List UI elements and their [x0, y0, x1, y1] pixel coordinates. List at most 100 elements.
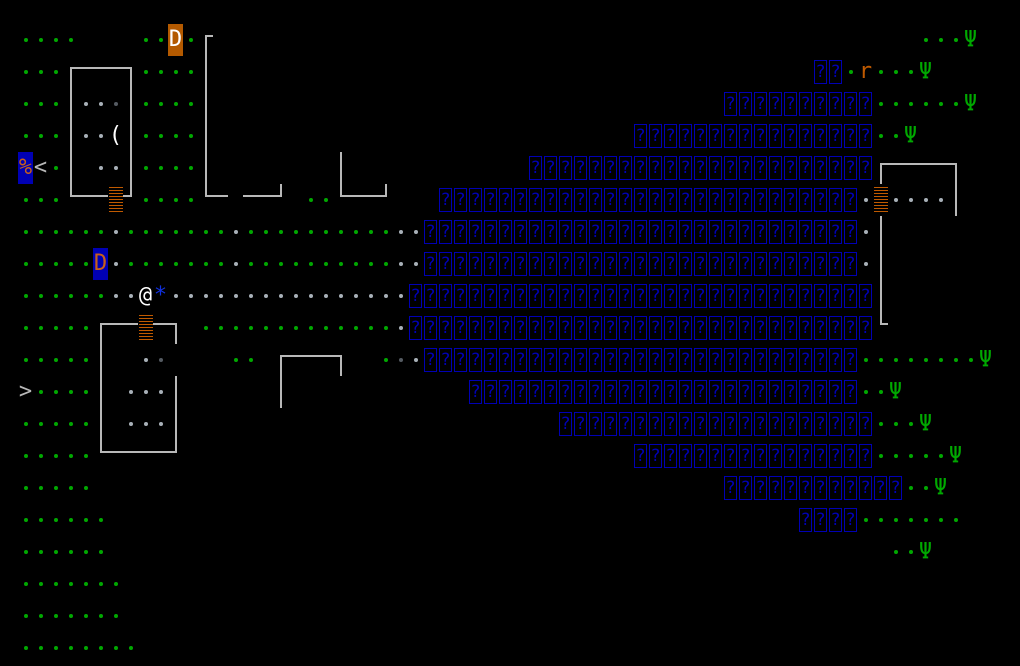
water-unknown-glyph: ? [663, 440, 678, 472]
water-glyph: ? [859, 476, 872, 500]
water-unknown-glyph: ? [648, 184, 663, 216]
water-unknown-glyph: ? [648, 344, 663, 376]
lit-floor [78, 600, 93, 632]
water-glyph: ? [484, 252, 497, 276]
water-unknown-glyph: ? [498, 344, 513, 376]
lit-floor [78, 408, 93, 440]
water-glyph: ? [859, 124, 872, 148]
floor [78, 88, 93, 120]
lit-floor [903, 536, 918, 568]
lit-floor [333, 248, 348, 280]
lit-floor [303, 216, 318, 248]
water-unknown-glyph: ? [723, 408, 738, 440]
water-glyph: ? [514, 284, 527, 308]
lit-floor [93, 536, 108, 568]
water-unknown-glyph: ? [588, 312, 603, 344]
lit-floor [78, 536, 93, 568]
lit-floor [168, 152, 183, 184]
water-glyph: ? [544, 316, 557, 340]
water-glyph: ? [769, 156, 782, 180]
water-glyph: ? [829, 60, 842, 84]
water-glyph: ? [439, 220, 452, 244]
lit-floor [18, 568, 33, 600]
water-unknown-glyph: ? [828, 152, 843, 184]
water-unknown-glyph: ? [483, 248, 498, 280]
water-glyph: ? [424, 284, 437, 308]
water-unknown-glyph: ? [618, 216, 633, 248]
lit-floor [33, 440, 48, 472]
lit-floor [873, 408, 888, 440]
water-glyph: ? [529, 252, 542, 276]
water-unknown-glyph: ? [588, 152, 603, 184]
water-glyph: ? [739, 444, 752, 468]
water-unknown-glyph: ? [843, 440, 858, 472]
lit-floor [108, 600, 123, 632]
water-unknown-glyph: ? [498, 184, 513, 216]
lit-floor [918, 472, 933, 504]
water-unknown-glyph: ? [873, 472, 888, 504]
lit-floor [183, 184, 198, 216]
water-glyph: ? [529, 188, 542, 212]
water-glyph: ? [559, 252, 572, 276]
wall-vertical [198, 88, 213, 120]
wall-corner-top-left [873, 152, 888, 184]
water-unknown-glyph: ? [618, 408, 633, 440]
floor [213, 280, 228, 312]
water-glyph: ? [514, 220, 527, 244]
water-unknown-glyph: ? [783, 472, 798, 504]
water-unknown-glyph: ? [678, 184, 693, 216]
water-glyph: ? [514, 316, 527, 340]
water-unknown-glyph: ? [648, 312, 663, 344]
wall-vertical [93, 408, 108, 440]
water-glyph: ? [724, 316, 737, 340]
water-unknown-glyph: ? [798, 504, 813, 536]
lit-floor [33, 408, 48, 440]
water-unknown-glyph: ? [783, 184, 798, 216]
lit-floor [78, 632, 93, 664]
floor [243, 280, 258, 312]
water-glyph: ? [634, 348, 647, 372]
water-glyph: ? [454, 316, 467, 340]
water-unknown-glyph: ? [528, 184, 543, 216]
water-unknown-glyph: ? [588, 248, 603, 280]
water-glyph: ? [619, 316, 632, 340]
water-unknown-glyph: ? [528, 312, 543, 344]
water-glyph: ? [769, 252, 782, 276]
lit-floor [318, 312, 333, 344]
wall-horizontal [318, 344, 333, 376]
water-unknown-glyph: ? [603, 280, 618, 312]
water-glyph: ? [604, 188, 617, 212]
water-unknown-glyph: ? [783, 248, 798, 280]
water-unknown-glyph: ? [753, 184, 768, 216]
lit-floor [63, 632, 78, 664]
water-glyph: ? [739, 220, 752, 244]
lit-floor [48, 56, 63, 88]
lit-floor [243, 312, 258, 344]
water-unknown-glyph: ? [843, 184, 858, 216]
water-glyph: ? [649, 124, 662, 148]
lit-floor [153, 248, 168, 280]
water-glyph: ? [664, 252, 677, 276]
lit-floor [138, 24, 153, 56]
water-unknown-glyph: ? [708, 216, 723, 248]
water-unknown-glyph: ? [558, 216, 573, 248]
water-unknown-glyph: ? [483, 184, 498, 216]
wall-vertical [168, 376, 183, 408]
water-glyph: ? [439, 316, 452, 340]
lit-floor [228, 312, 243, 344]
water-glyph: ? [679, 124, 692, 148]
water-glyph: ? [619, 412, 632, 436]
lit-floor [63, 280, 78, 312]
water-unknown-glyph: ? [618, 344, 633, 376]
wall-horizontal [78, 56, 93, 88]
water-unknown-glyph: ? [783, 408, 798, 440]
lit-floor [33, 184, 48, 216]
water-unknown-glyph: ? [438, 280, 453, 312]
wall-vertical [198, 120, 213, 152]
water-glyph: ? [499, 188, 512, 212]
lit-floor [198, 248, 213, 280]
water-unknown-glyph: ? [573, 152, 588, 184]
water-glyph: ? [814, 156, 827, 180]
tree-icon: Ψ [963, 91, 978, 116]
water-glyph: ? [694, 252, 707, 276]
